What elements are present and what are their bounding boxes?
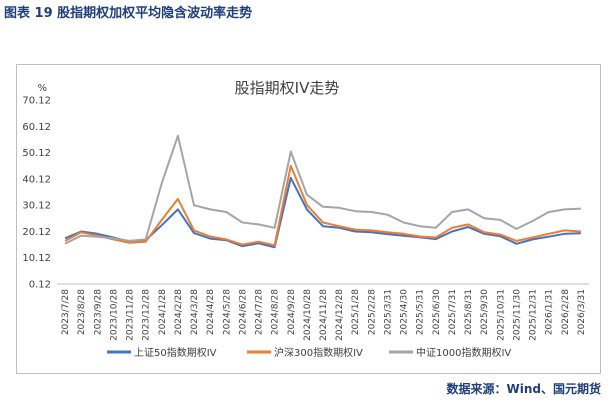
y-tick-label: 10.12 — [22, 253, 51, 264]
x-tick-label: 2025/1/28 — [351, 289, 361, 335]
legend-label: 中证1000指数期权IV — [416, 346, 511, 359]
figure-caption: 图表 19 股指期权加权平均隐含波动率走势 — [4, 6, 253, 21]
series-lines — [64, 134, 581, 249]
x-tick-label: 2025/7/31 — [448, 289, 458, 335]
y-tick-label: 30.12 — [22, 201, 51, 212]
x-tick-label: 2024/11/28 — [319, 289, 329, 341]
y-tick-label: 50.12 — [22, 148, 51, 159]
x-tick-label: 2025/6/30 — [432, 289, 442, 335]
x-tick-label: 2026/1/31 — [545, 289, 555, 335]
x-tick-label: 2025/12/31 — [529, 289, 539, 341]
x-tick-label: 2024/1/28 — [158, 289, 168, 335]
y-tick-label: 0.12 — [29, 280, 51, 291]
x-tick-label: 2024/8/28 — [271, 289, 281, 335]
y-tick-label: 20.12 — [22, 227, 51, 238]
y-tick-label: 70.12 — [22, 96, 51, 107]
x-tick-label: 2023/8/28 — [77, 289, 87, 335]
chart-frame: 股指期权IV走势 % 70.12 60.12 50.12 40.12 30.12 20.1… — [16, 64, 601, 374]
x-tick-label: 2023/9/28 — [93, 289, 103, 335]
x-tick-label: 2024/3/28 — [190, 289, 200, 335]
x-tick-label: 2024/7/28 — [255, 289, 265, 335]
x-axis-ticks: 2023/7/28 2023/8/28 2023/9/28 2023/10/28 202… — [61, 289, 587, 341]
y-tick-label: 40.12 — [22, 174, 51, 185]
chart-legend: 上证50指数期权IV 沪深300指数期权IV 中证1000指数期权IV — [107, 346, 511, 359]
x-tick-label: 2025/11/30 — [512, 289, 522, 341]
x-tick-label: 2024/6/28 — [238, 289, 248, 335]
x-tick-label: 2025/10/31 — [496, 289, 506, 341]
x-tick-label: 2023/10/28 — [109, 289, 119, 341]
x-tick-label: 2025/8/31 — [464, 289, 474, 335]
x-tick-label: 2025/9/30 — [480, 289, 490, 335]
data-source-note: 数据来源：Wind、国元期货 — [446, 382, 601, 396]
x-tick-label: 2023/11/28 — [126, 289, 136, 341]
x-tick-label: 2025/3/31 — [383, 289, 393, 335]
x-tick-label: 2023/7/28 — [61, 289, 71, 335]
chart-title: 股指期权IV走势 — [235, 79, 340, 97]
x-tick-label: 2024/5/28 — [222, 289, 232, 335]
x-tick-label: 2024/2/28 — [174, 289, 184, 335]
iv-line-chart: 股指期权IV走势 % 70.12 60.12 50.12 40.12 30.12 20.1… — [22, 79, 589, 359]
x-tick-label: 2024/10/28 — [303, 289, 313, 341]
legend-label: 沪深300指数期权IV — [274, 346, 363, 359]
x-tick-label: 2024/9/28 — [287, 289, 297, 335]
series-line-3 — [64, 134, 581, 245]
x-tick-label: 2025/2/28 — [367, 289, 377, 335]
legend-label: 上证50指数期权IV — [134, 346, 217, 359]
x-tick-label: 2025/4/30 — [400, 289, 410, 335]
x-tick-label: 2024/4/28 — [206, 289, 216, 335]
series-line-2 — [64, 164, 581, 247]
x-tick-label: 2026/3/31 — [577, 289, 587, 335]
x-tick-label: 2025/5/31 — [416, 289, 426, 335]
x-tick-label: 2026/2/28 — [561, 289, 571, 335]
y-tick-label: 60.12 — [22, 122, 51, 133]
x-tick-label: 2023/12/28 — [142, 289, 152, 341]
x-tick-label: 2024/12/28 — [335, 289, 345, 341]
y-axis-unit-label: % — [37, 83, 47, 94]
y-axis-ticks: 70.12 60.12 50.12 40.12 30.12 20.12 10.12 0.12 — [22, 96, 51, 291]
